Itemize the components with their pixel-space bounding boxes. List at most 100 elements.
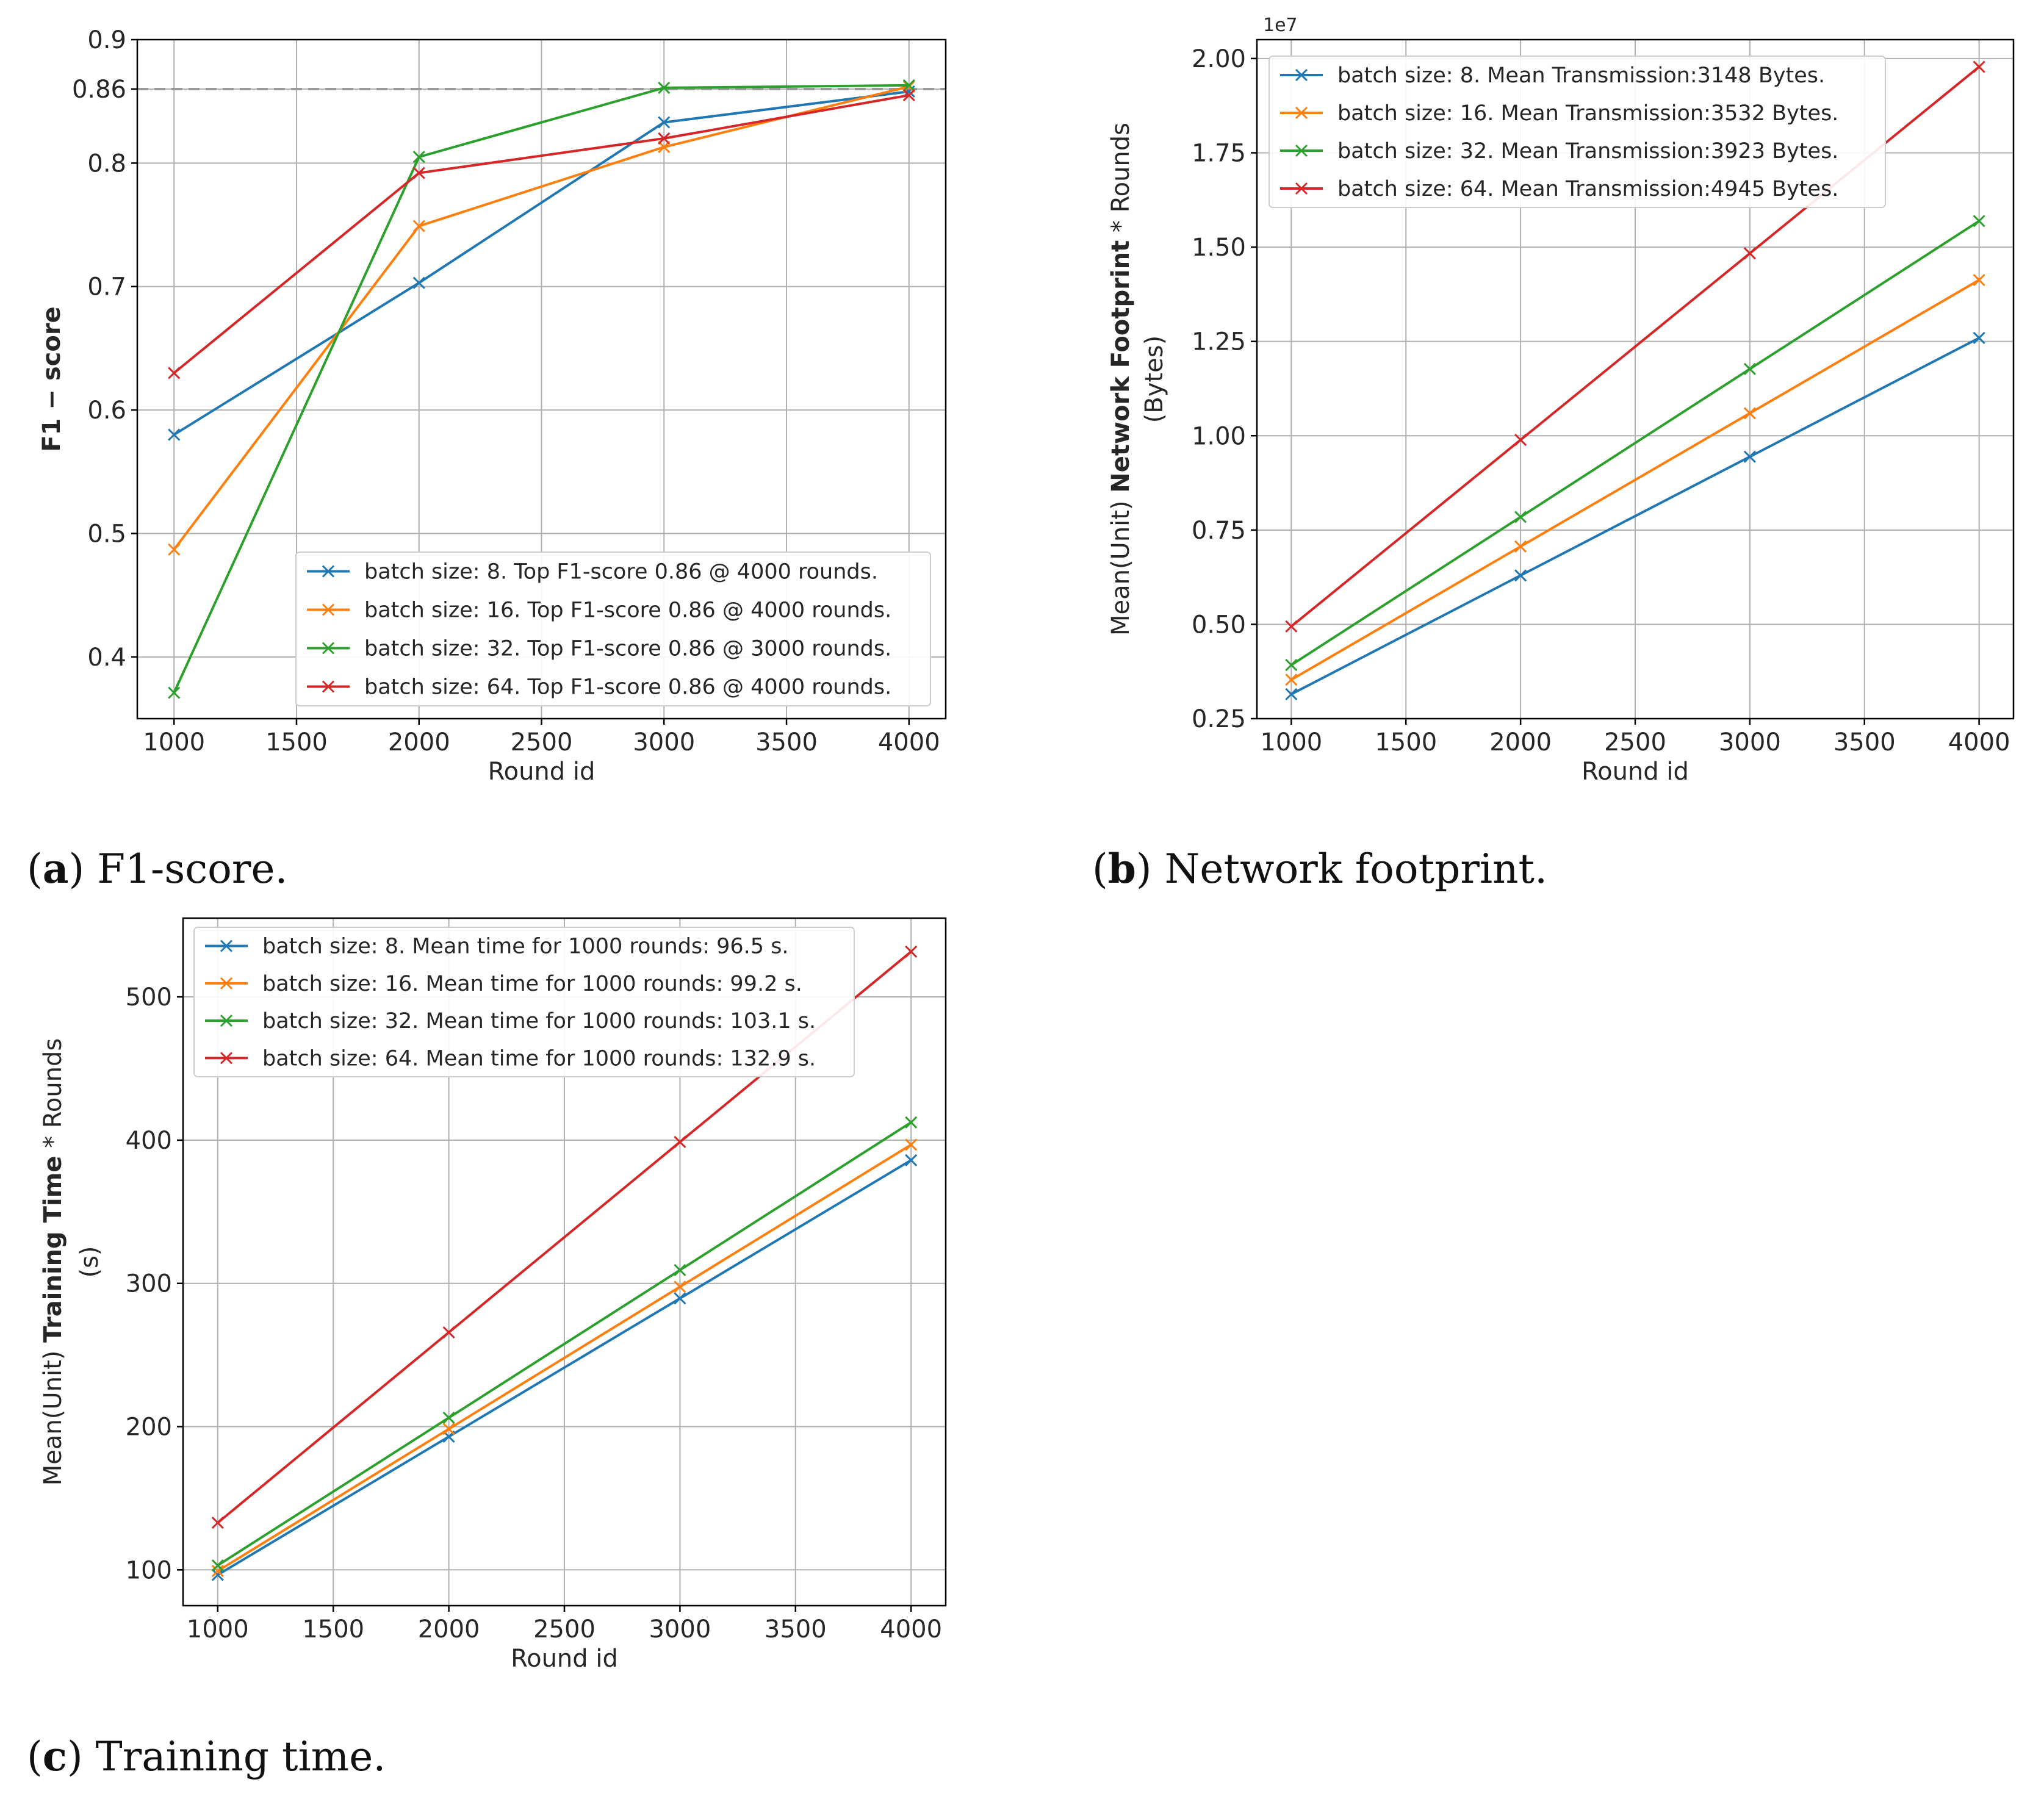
y-label-bold: Network Footprint bbox=[1107, 240, 1135, 493]
y-tick-label: 400 bbox=[126, 1127, 172, 1155]
legend-marker bbox=[322, 642, 335, 655]
legend: batch size: 8. Top F1-score 0.86 @ 4000 … bbox=[295, 551, 931, 706]
data-point bbox=[1285, 688, 1298, 700]
series-line bbox=[217, 1143, 912, 1572]
legend-item-s8: batch size: 8. Mean time for 1000 rounds… bbox=[205, 935, 789, 959]
y-tick-label: 500 bbox=[126, 983, 172, 1011]
data-point bbox=[412, 276, 425, 289]
y-tick-label: 0.25 bbox=[1192, 705, 1246, 733]
y-label-prefix: Mean(Unit) bbox=[39, 1343, 67, 1485]
caption-b: (b) Network footprint. bbox=[1092, 845, 1548, 893]
legend-box bbox=[193, 927, 855, 1077]
data-point bbox=[658, 116, 671, 129]
x-tick-label: 1000 bbox=[143, 728, 205, 756]
series-line bbox=[1290, 279, 1980, 681]
x-tick-label: 4000 bbox=[880, 1615, 942, 1643]
series-s32 bbox=[168, 79, 915, 699]
x-tick-label: 4000 bbox=[878, 728, 940, 756]
y-tick-label: 300 bbox=[126, 1270, 172, 1298]
legend-item-s64: batch size: 64. Mean time for 1000 round… bbox=[205, 1046, 816, 1071]
data-point bbox=[1285, 620, 1298, 633]
data-point bbox=[1514, 433, 1527, 447]
x-tick-label: 1000 bbox=[187, 1615, 249, 1643]
y-tick-label: 0.86 bbox=[72, 76, 126, 104]
x-tick-label: 1500 bbox=[1375, 728, 1437, 756]
y-tick-label: 0.5 bbox=[87, 520, 126, 548]
series-line bbox=[217, 1159, 912, 1576]
y-axis-label: Mean(Unit) Training Time * Rounds bbox=[39, 1038, 67, 1486]
data-point bbox=[905, 1116, 918, 1129]
data-point bbox=[1514, 540, 1527, 553]
y-tick-label: 1.25 bbox=[1192, 328, 1246, 356]
x-tick-label: 3500 bbox=[765, 1615, 827, 1643]
legend-label: batch size: 16. Mean time for 1000 round… bbox=[262, 972, 802, 996]
y-label-prefix: Mean(Unit) bbox=[1107, 493, 1135, 636]
series-line bbox=[173, 84, 909, 694]
x-tick-label: 2000 bbox=[388, 728, 450, 756]
series-line bbox=[173, 94, 910, 374]
legend-item-s8: batch size: 8. Top F1-score 0.86 @ 4000 … bbox=[307, 560, 878, 584]
data-point bbox=[902, 89, 915, 102]
legend-marker bbox=[220, 939, 233, 952]
x-tick-label: 2000 bbox=[1489, 728, 1552, 756]
data-point bbox=[1973, 60, 1985, 73]
legend-marker bbox=[1295, 182, 1308, 195]
x-tick-label: 1500 bbox=[302, 1615, 364, 1643]
legend-marker bbox=[220, 1052, 233, 1065]
legend-label: batch size: 64. Top F1-score 0.86 @ 4000… bbox=[364, 675, 891, 700]
y-tick-label: 1.75 bbox=[1192, 140, 1246, 168]
legend-box bbox=[1269, 56, 1886, 208]
legend-item-s16: batch size: 16. Top F1-score 0.86 @ 4000… bbox=[307, 598, 891, 623]
data-point bbox=[1514, 511, 1527, 523]
legend-marker bbox=[220, 1015, 233, 1027]
y-tick-label: 100 bbox=[126, 1556, 172, 1584]
x-tick-label: 1500 bbox=[265, 728, 328, 756]
legend-label: batch size: 64. Mean Transmission:4945 B… bbox=[1337, 177, 1838, 201]
legend-item-s64: batch size: 64. Mean Transmission:4945 B… bbox=[1280, 177, 1838, 201]
y-tick-label: 0.8 bbox=[87, 149, 126, 178]
data-point bbox=[905, 1154, 918, 1166]
data-point bbox=[674, 1281, 686, 1293]
series-s8 bbox=[1285, 331, 1985, 700]
data-point bbox=[658, 140, 671, 154]
series-s8 bbox=[168, 85, 915, 441]
x-tick-label: 3000 bbox=[633, 728, 695, 756]
x-tick-label: 2000 bbox=[418, 1615, 480, 1643]
data-point bbox=[658, 132, 671, 145]
legend: batch size: 8. Mean time for 1000 rounds… bbox=[193, 927, 855, 1077]
x-axis-label: Round id bbox=[1582, 758, 1689, 786]
data-point bbox=[211, 1516, 224, 1529]
legend-item-s32: batch size: 32. Mean time for 1000 round… bbox=[205, 1009, 816, 1033]
data-point bbox=[168, 686, 181, 699]
x-tick-label: 2500 bbox=[511, 728, 573, 756]
data-point bbox=[442, 1423, 455, 1435]
y-tick-label: 0.50 bbox=[1192, 611, 1246, 639]
training-time-chart: 1000 1500 2000 2500 3000 3500 4000 100 200 300 400… bbox=[39, 917, 947, 1673]
series-s64 bbox=[168, 89, 915, 379]
legend-item-s32: batch size: 32. Top F1-score 0.86 @ 3000… bbox=[307, 637, 891, 661]
legend-item-s64: batch size: 64. Top F1-score 0.86 @ 4000… bbox=[307, 675, 891, 700]
legend-marker bbox=[322, 680, 335, 693]
y-axis-label-units: (s) bbox=[76, 1246, 104, 1277]
data-point bbox=[905, 945, 918, 958]
legend-item-s8: batch size: 8. Mean Transmission:3148 By… bbox=[1280, 63, 1825, 88]
data-point bbox=[1973, 273, 1985, 287]
data-point bbox=[211, 1568, 224, 1581]
x-tick-label: 4000 bbox=[1948, 728, 2010, 756]
x-tick-label: 3500 bbox=[1833, 728, 1896, 756]
x-axis-label: Round id bbox=[488, 758, 596, 786]
legend: batch size: 8. Mean Transmission:3148 By… bbox=[1269, 56, 1886, 208]
y-label-suffix: * Rounds bbox=[39, 1038, 67, 1156]
data-point bbox=[674, 1263, 686, 1276]
series-line bbox=[1290, 220, 1980, 666]
legend-label: batch size: 16. Top F1-score 0.86 @ 4000… bbox=[364, 598, 891, 623]
data-point bbox=[442, 1326, 455, 1339]
legend-label: batch size: 8. Mean time for 1000 rounds… bbox=[262, 935, 789, 959]
data-point bbox=[412, 151, 425, 163]
series-line bbox=[217, 1121, 912, 1567]
data-point bbox=[658, 81, 671, 94]
y-tick-label: 2.00 bbox=[1192, 45, 1246, 73]
data-point bbox=[211, 1559, 224, 1572]
series-s16 bbox=[1285, 273, 1985, 686]
y-tick-label: 200 bbox=[126, 1413, 172, 1442]
